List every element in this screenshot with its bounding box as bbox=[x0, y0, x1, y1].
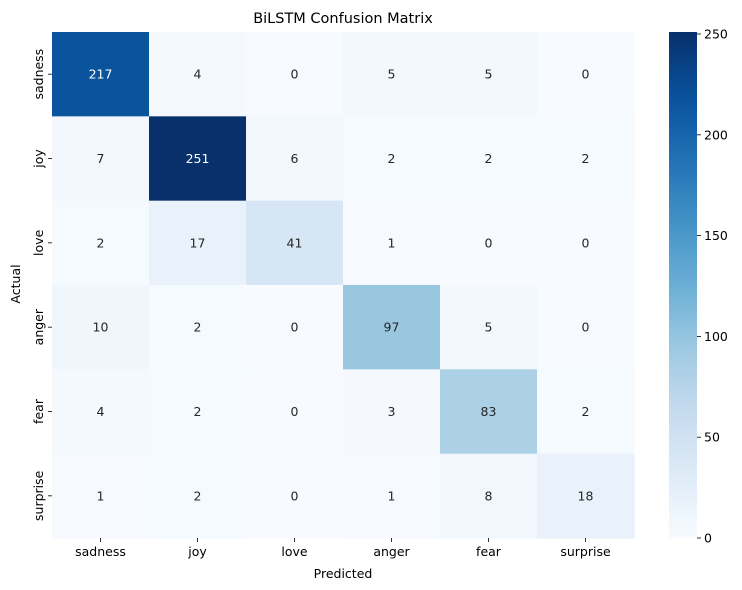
colorbar-gradient bbox=[669, 32, 697, 538]
colorbar-tick-label: 50 bbox=[704, 430, 720, 445]
heatmap-cell bbox=[246, 453, 344, 539]
colorbar-tick-label: 100 bbox=[704, 329, 728, 344]
heatmap-cell bbox=[343, 200, 441, 286]
heatmap-cell bbox=[52, 285, 150, 370]
heatmap-cell bbox=[343, 32, 441, 117]
cell-value-label: 217 bbox=[89, 67, 113, 82]
cell-value-label: 0 bbox=[291, 320, 299, 335]
y-tick-label: joy bbox=[31, 149, 46, 169]
heatmap-cell bbox=[537, 453, 635, 539]
cell-value-label: 3 bbox=[388, 404, 396, 419]
heatmap-cell bbox=[149, 116, 247, 202]
cell-value-label: 0 bbox=[291, 404, 299, 419]
cell-value-label: 97 bbox=[384, 320, 400, 335]
colorbar-tick-label: 200 bbox=[704, 127, 728, 142]
heatmap-cells: 217 4 0 5 5 07 251 6 2 2 22 17 41 1 0 010 2 0 97 5 04 2 0 3 83 21… bbox=[52, 32, 635, 539]
colorbar-tick-label: 0 bbox=[704, 531, 712, 546]
y-tick-label: anger bbox=[31, 308, 46, 345]
x-axis-label: Predicted bbox=[314, 566, 373, 581]
cell-value-label: 2 bbox=[194, 488, 202, 503]
y-axis-ticks: sadness joy love anger fear surprise bbox=[31, 49, 52, 521]
cell-value-label: 0 bbox=[582, 320, 590, 335]
chart-title: BiLSTM Confusion Matrix bbox=[253, 11, 433, 27]
colorbar-tick-label: 150 bbox=[704, 228, 728, 243]
heatmap-cell bbox=[537, 116, 635, 202]
heatmap-cell bbox=[52, 200, 150, 286]
y-tick-label: fear bbox=[31, 398, 46, 424]
cell-value-label: 41 bbox=[287, 235, 303, 250]
cell-value-label: 2 bbox=[194, 404, 202, 419]
heatmap-cell bbox=[440, 285, 538, 370]
heatmap-cell bbox=[246, 369, 344, 455]
cell-value-label: 2 bbox=[582, 151, 590, 166]
y-tick-label: sadness bbox=[31, 49, 46, 100]
heatmap-cell bbox=[537, 285, 635, 370]
cell-value-label: 2 bbox=[194, 320, 202, 335]
heatmap-cell bbox=[246, 200, 344, 286]
x-tick-label: fear bbox=[476, 544, 502, 559]
heatmap-cell bbox=[440, 369, 538, 455]
cell-value-label: 18 bbox=[578, 488, 594, 503]
cell-value-label: 0 bbox=[582, 67, 590, 82]
heatmap-cell bbox=[440, 116, 538, 202]
heatmap-cell bbox=[246, 116, 344, 202]
cell-value-label: 2 bbox=[485, 151, 493, 166]
heatmap-cell bbox=[537, 32, 635, 117]
cell-value-label: 7 bbox=[97, 151, 105, 166]
cell-value-label: 17 bbox=[190, 235, 206, 250]
cell-value-label: 1 bbox=[388, 488, 396, 503]
cell-value-label: 2 bbox=[582, 404, 590, 419]
cell-value-label: 83 bbox=[481, 404, 497, 419]
cell-value-label: 4 bbox=[97, 404, 105, 419]
heatmap-cell bbox=[343, 285, 441, 370]
cell-value-label: 251 bbox=[186, 151, 210, 166]
cell-value-label: 8 bbox=[485, 488, 493, 503]
cell-value-label: 5 bbox=[485, 320, 493, 335]
heatmap-cell bbox=[343, 453, 441, 539]
cell-value-label: 2 bbox=[97, 235, 105, 250]
cell-value-label: 0 bbox=[485, 235, 493, 250]
heatmap-cell bbox=[440, 200, 538, 286]
heatmap-cell bbox=[246, 285, 344, 370]
heatmap-cell bbox=[52, 453, 150, 539]
cell-value-label: 6 bbox=[291, 151, 299, 166]
cell-value-label: 1 bbox=[388, 235, 396, 250]
cell-value-label: 0 bbox=[291, 488, 299, 503]
y-tick-label: love bbox=[31, 229, 46, 256]
heatmap-cell bbox=[343, 369, 441, 455]
heatmap-cell bbox=[149, 285, 247, 370]
cell-value-label: 1 bbox=[97, 488, 105, 503]
colorbar-tick-label: 250 bbox=[704, 27, 728, 42]
cell-value-label: 2 bbox=[388, 151, 396, 166]
heatmap-cell bbox=[52, 369, 150, 455]
cell-value-label: 5 bbox=[388, 67, 396, 82]
heatmap-cell bbox=[52, 116, 150, 202]
cell-value-label: 4 bbox=[194, 67, 202, 82]
x-tick-label: sadness bbox=[75, 544, 126, 559]
x-tick-label: joy bbox=[187, 544, 207, 559]
cell-value-label: 0 bbox=[291, 67, 299, 82]
y-tick-label: surprise bbox=[31, 470, 46, 521]
colorbar: 0 50 100 150 200 250 bbox=[669, 27, 728, 546]
y-axis-label: Actual bbox=[8, 264, 23, 303]
cell-value-label: 5 bbox=[485, 67, 493, 82]
heatmap-cell bbox=[440, 453, 538, 539]
heatmap-cell bbox=[246, 32, 344, 117]
x-tick-label: anger bbox=[373, 544, 410, 559]
heatmap-cell bbox=[149, 453, 247, 539]
heatmap-cell bbox=[440, 32, 538, 117]
cell-value-label: 0 bbox=[582, 235, 590, 250]
x-tick-label: surprise bbox=[560, 544, 611, 559]
x-tick-label: love bbox=[281, 544, 308, 559]
cell-value-label: 10 bbox=[93, 320, 109, 335]
heatmap-cell bbox=[537, 200, 635, 286]
heatmap-cell bbox=[149, 200, 247, 286]
x-axis-ticks: sadness joy love anger fear surprise bbox=[75, 538, 611, 559]
heatmap-cell bbox=[52, 32, 150, 117]
heatmap-cell bbox=[149, 369, 247, 455]
heatmap-cell bbox=[537, 369, 635, 455]
heatmap-cell bbox=[343, 116, 441, 202]
heatmap-cell bbox=[149, 32, 247, 117]
